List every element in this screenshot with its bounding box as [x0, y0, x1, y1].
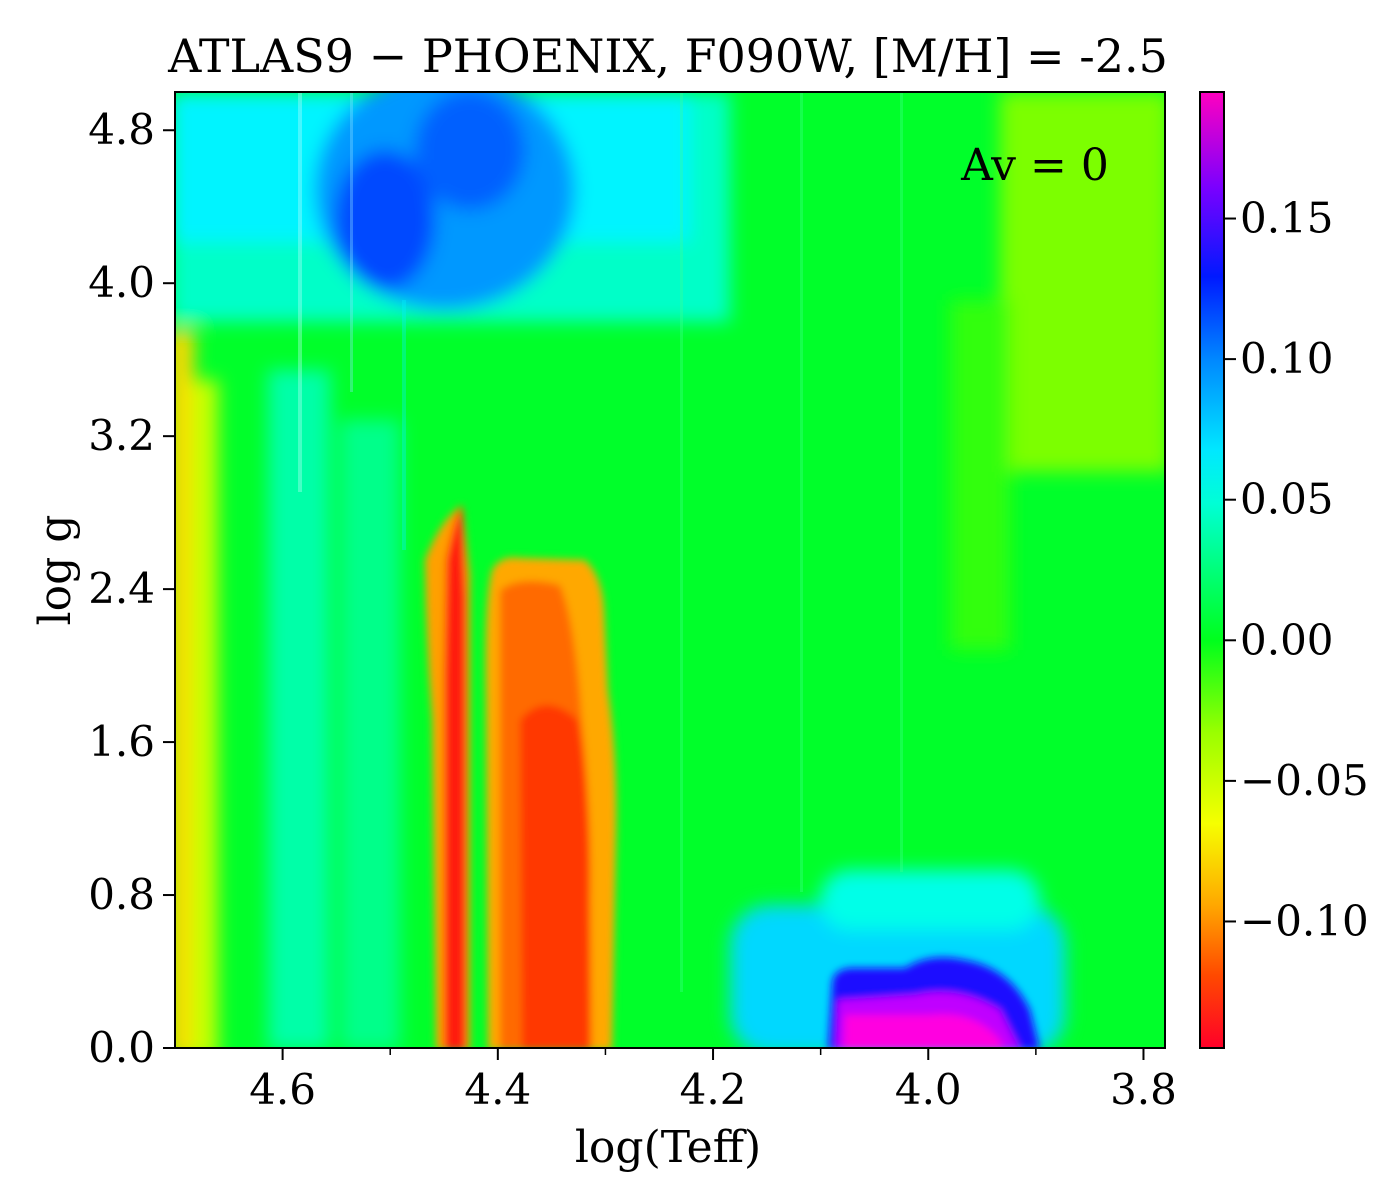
y-tick-label: 4.0	[88, 258, 155, 307]
x-tick-label: 4.2	[680, 1065, 747, 1114]
colorbar-gradient	[1199, 91, 1225, 1049]
x-axis-ticks: 4.6 4.4 4.2 4.0 3.8	[249, 1048, 1177, 1114]
heatmap-field	[175, 92, 1165, 1048]
plot-frame	[174, 91, 1166, 1049]
y-tick-label: 0.8	[88, 870, 155, 919]
colorbar: −0.10 −0.05 0.00 0.05 0.10 0.15	[1199, 91, 1369, 1049]
y-tick-label: 2.4	[88, 564, 155, 613]
y-tick-label: 3.2	[88, 411, 155, 460]
x-tick-label: 3.8	[1110, 1065, 1177, 1114]
colorbar-tick-label: 0.15	[1240, 194, 1334, 243]
x-tick-label: 4.4	[464, 1065, 531, 1114]
y-tick-label: 0.0	[88, 1023, 155, 1072]
colorbar-tick-label: −0.10	[1240, 896, 1369, 945]
chart-title: ATLAS9 − PHOENIX, F090W, [M/H] = -2.5	[167, 29, 1168, 83]
x-tick-label: 4.0	[895, 1065, 962, 1114]
av-annotation: Av = 0	[960, 140, 1109, 191]
colorbar-tick-label: 0.05	[1240, 475, 1334, 524]
y-tick-label: 1.6	[88, 717, 155, 766]
colorbar-ticks: −0.10 −0.05 0.00 0.05 0.10 0.15	[1224, 194, 1369, 945]
y-tick-label: 4.8	[88, 105, 155, 154]
colorbar-tick-label: 0.10	[1240, 334, 1334, 383]
y-axis-label: log g	[30, 515, 81, 626]
colorbar-tick-label: −0.05	[1240, 756, 1369, 805]
colorbar-tick-label: 0.00	[1240, 615, 1334, 664]
x-tick-label: 4.6	[249, 1065, 316, 1114]
x-axis-label: log(Teff)	[575, 1122, 761, 1173]
y-axis-ticks: 0.0 0.8 1.6 2.4 3.2 4.0 4.8	[88, 105, 175, 1072]
